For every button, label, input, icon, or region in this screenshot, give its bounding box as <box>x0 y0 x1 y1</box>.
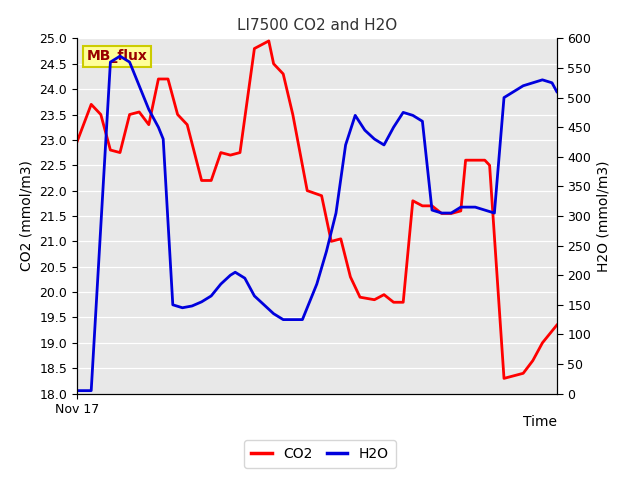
Y-axis label: H2O (mmol/m3): H2O (mmol/m3) <box>596 160 611 272</box>
Text: MB_flux: MB_flux <box>86 49 147 63</box>
Y-axis label: CO2 (mmol/m3): CO2 (mmol/m3) <box>20 161 34 271</box>
Title: LI7500 CO2 and H2O: LI7500 CO2 and H2O <box>237 18 397 33</box>
Text: Time: Time <box>523 415 557 429</box>
Legend: CO2, H2O: CO2, H2O <box>244 440 396 468</box>
